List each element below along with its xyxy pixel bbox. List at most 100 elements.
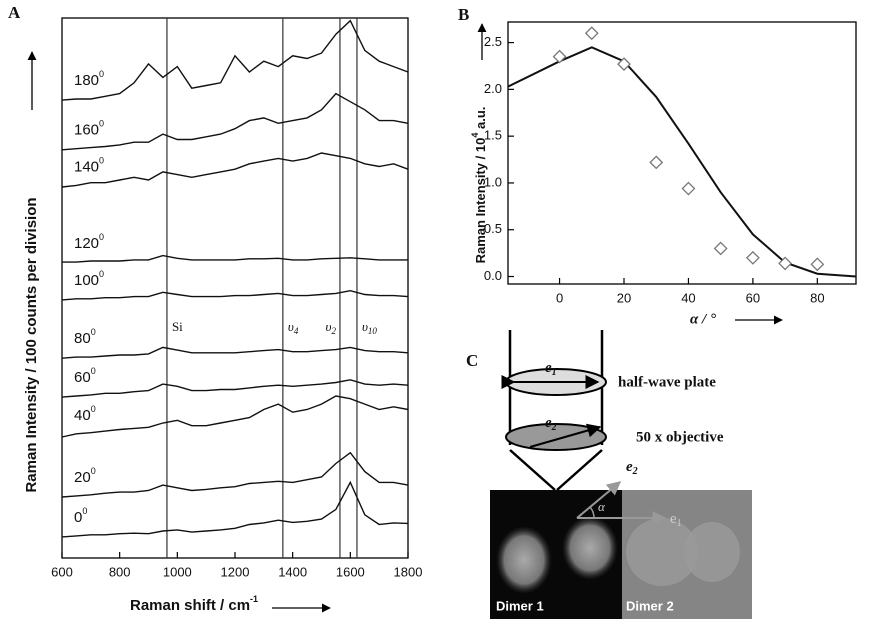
- vector-label: e: [545, 360, 552, 376]
- y-axis-label: Raman Intensity / 100 counts per divisio…: [23, 197, 40, 492]
- degree-mark: 0: [82, 506, 87, 516]
- panel-label: C: [466, 351, 478, 370]
- y-tick-label: 0.5: [484, 221, 502, 236]
- y-tick-label: 1.0: [484, 174, 502, 189]
- x-tick-label: 80: [810, 290, 824, 305]
- angle-label: 40: [74, 407, 91, 424]
- angle-label: 400: [74, 404, 96, 424]
- data-point: [810, 257, 825, 272]
- x-tick-label: 600: [51, 564, 73, 579]
- x-axis-label: α / °: [690, 311, 716, 327]
- angle-label: 200: [74, 466, 96, 486]
- angle-label: 140: [74, 158, 99, 175]
- angle-label: 180: [74, 72, 99, 89]
- data-point: [681, 181, 696, 196]
- angle-label: 120: [74, 235, 99, 252]
- peak-label: Si: [172, 319, 183, 334]
- spectrum: [61, 480, 409, 538]
- degree-mark: 0: [99, 119, 104, 129]
- angle-label: 60: [74, 369, 91, 386]
- peak-subscript: 4: [294, 326, 299, 336]
- angle-label: 1000: [74, 269, 104, 289]
- angle-label: 100: [74, 272, 99, 289]
- image-label: Dimer 2: [626, 598, 674, 613]
- degree-mark: 0: [99, 269, 104, 279]
- plot-frame: [507, 21, 857, 285]
- angle-label: 800: [74, 327, 96, 347]
- panel-label: A: [8, 3, 21, 22]
- vector-label: e2: [626, 459, 638, 477]
- y-axis-label: Raman Intensity / 104 a.u.: [470, 107, 488, 264]
- y-tick-label: 0.0: [484, 268, 502, 283]
- angle-label: 600: [74, 366, 96, 386]
- vector-label: e2: [545, 415, 557, 433]
- x-tick-label: 40: [681, 290, 695, 305]
- peak-label: υ: [362, 319, 368, 334]
- optics-diagram: C e1 e2 half-wave plate 50 x objective α…: [466, 330, 752, 619]
- spectrum: [61, 379, 409, 398]
- image-label: Dimer 1: [496, 598, 544, 613]
- data-point: [649, 155, 664, 170]
- peak-label: υ: [325, 319, 331, 334]
- spectrum: [61, 346, 409, 359]
- data-point: [617, 57, 631, 72]
- peak-label: υ: [288, 319, 294, 334]
- spectrum: [61, 451, 409, 498]
- vector-label: e: [545, 415, 552, 431]
- angle-label: 0: [74, 509, 82, 526]
- degree-mark: 0: [91, 404, 96, 414]
- angle-label: 1400: [74, 156, 104, 176]
- x-tick-label: 1000: [163, 564, 192, 579]
- spectrum: [61, 92, 409, 151]
- vector-subscript: 1: [677, 518, 682, 529]
- angle-label: 160: [74, 122, 99, 139]
- data-point: [713, 241, 728, 256]
- fit-line: [507, 46, 857, 278]
- data-point: [745, 250, 760, 265]
- spectrum: [61, 289, 409, 301]
- angle-label: 1600: [74, 119, 104, 139]
- data-point: [552, 49, 567, 64]
- y-tick-label: 2.0: [484, 81, 502, 96]
- x-tick-label: 1600: [336, 564, 365, 579]
- angle-label: 00: [74, 506, 87, 526]
- peak-subscript: 10: [368, 326, 378, 336]
- spectrum: [61, 395, 409, 438]
- x-tick-label: 1400: [278, 564, 307, 579]
- angle-label: 20: [74, 469, 91, 486]
- y-axis-label-sup: 4: [470, 133, 480, 138]
- x-axis-label: Raman shift / cm-1: [130, 594, 258, 614]
- y-tick-label: 1.5: [484, 128, 502, 143]
- degree-mark: 0: [91, 327, 96, 337]
- vector-subscript: 1: [552, 367, 557, 378]
- vector-label: e: [670, 511, 677, 527]
- y-axis-label: a.u.: [473, 107, 488, 133]
- x-tick-label: 800: [109, 564, 131, 579]
- objective-label: 50 x objective: [636, 429, 724, 445]
- x-tick-label: 0: [556, 290, 563, 305]
- vector-subscript: 2: [551, 422, 557, 433]
- peak-label: Si: [172, 319, 183, 334]
- angle-label: 1800: [74, 69, 104, 89]
- x-axis-label-sup: -1: [250, 594, 258, 604]
- peak-label: υ2: [325, 319, 336, 336]
- data-point: [778, 256, 793, 271]
- spectrum: [61, 19, 409, 101]
- plate-label: half-wave plate: [618, 374, 716, 390]
- plot-frame: [61, 17, 409, 559]
- vector-subscript: 2: [632, 466, 638, 477]
- y-axis-label: Raman Intensity / 10: [473, 138, 488, 264]
- spectrum: [62, 254, 408, 263]
- x-tick-label: 1800: [394, 564, 423, 579]
- angle-label: α: [598, 499, 606, 514]
- vector-label: e1: [670, 511, 682, 529]
- degree-mark: 0: [91, 366, 96, 376]
- angle-label: 1200: [74, 232, 104, 252]
- degree-mark: 0: [99, 69, 104, 79]
- degree-mark: 0: [99, 156, 104, 166]
- x-tick-label: 1200: [221, 564, 250, 579]
- peak-label: υ4: [288, 319, 299, 336]
- x-tick-label: 20: [617, 290, 631, 305]
- vector-label: e1: [545, 360, 557, 378]
